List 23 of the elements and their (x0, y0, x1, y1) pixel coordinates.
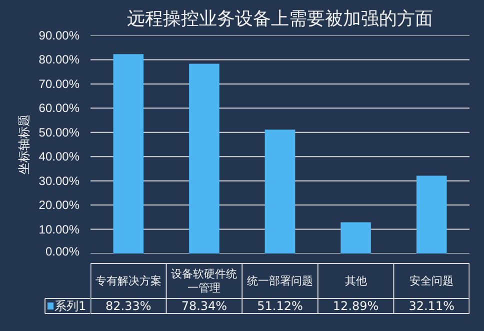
y-tick-label: 90.00% (38, 28, 80, 42)
y-tick-label: 60.00% (38, 101, 80, 116)
y-tick-label: 80.00% (38, 52, 80, 67)
y-tick-label: 30.00% (38, 174, 80, 188)
chart-title: 远程操控业务设备上需要被加强的方面 (127, 8, 433, 30)
x-tick-label: 统一部署问题 (247, 274, 313, 288)
y-tick-label: 40.00% (38, 150, 80, 164)
y-tick-label: 50.00% (38, 125, 80, 140)
data-label: 51.12% (257, 299, 303, 313)
data-label: 82.33% (106, 299, 152, 313)
data-label: 32.11% (408, 299, 454, 313)
x-tick-label: 安全问题 (410, 274, 454, 288)
y-tick-label: 70.00% (38, 76, 80, 91)
data-label: 12.89% (332, 299, 379, 313)
y-tick-label: 10.00% (38, 222, 80, 236)
x-tick-label: 专有解决方案 (95, 274, 162, 288)
y-axis-title: 坐标轴标题 (16, 114, 31, 174)
legend-label: 系列1 (54, 299, 86, 313)
y-tick-label: 20.00% (38, 198, 80, 212)
x-tick-label: 设备软硬件统一管理 (171, 267, 238, 295)
y-tick-label: 0.00% (45, 244, 80, 258)
x-tick-label: 其他 (344, 274, 367, 288)
data-label: 78.34% (181, 299, 228, 313)
